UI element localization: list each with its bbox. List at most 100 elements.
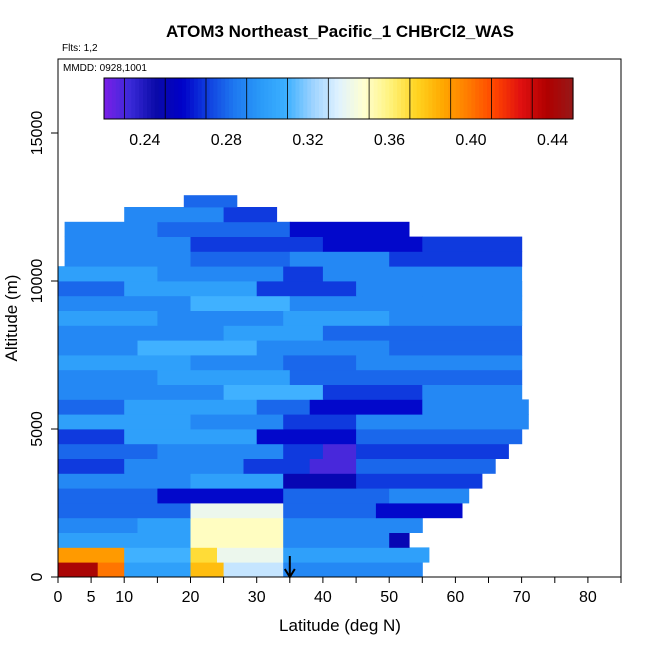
colorbar-tick-label: 0.32 bbox=[292, 132, 323, 149]
colorbar-swatch bbox=[487, 78, 492, 119]
colorbar-swatch bbox=[483, 78, 488, 119]
heatmap-cell bbox=[190, 503, 284, 519]
x-tick-label: 20 bbox=[182, 589, 200, 606]
heatmap-cell bbox=[124, 281, 258, 297]
x-tick-label: 10 bbox=[115, 589, 133, 606]
heatmap-cell bbox=[389, 310, 523, 326]
heatmap-cell bbox=[137, 340, 258, 356]
colorbar-swatch bbox=[397, 78, 402, 119]
heatmap-cell bbox=[422, 295, 523, 311]
heatmap-cell bbox=[283, 488, 390, 504]
heatmap-cell bbox=[356, 458, 496, 474]
heatmap-cell bbox=[283, 503, 377, 519]
colorbar-swatch bbox=[150, 78, 156, 119]
heatmap-cell bbox=[58, 340, 138, 356]
x-axis: 0 5 10 20 30 40 50 60 70 80 bbox=[54, 577, 622, 606]
heatmap-cell bbox=[389, 340, 523, 356]
heatmap-cell bbox=[58, 473, 191, 489]
colorbar-swatch bbox=[232, 78, 238, 119]
colorbar-swatch bbox=[146, 78, 152, 119]
x-tick-label: 40 bbox=[314, 589, 332, 606]
heatmap-cell bbox=[157, 221, 291, 237]
colorbar-swatch bbox=[447, 78, 453, 119]
colorbar-swatch bbox=[248, 78, 254, 119]
colorbar-swatch bbox=[381, 78, 386, 119]
colorbar-swatch bbox=[174, 78, 179, 119]
heatmap-cell bbox=[322, 443, 357, 459]
colorbar-swatch bbox=[389, 78, 394, 119]
heatmap-cell bbox=[58, 532, 191, 548]
heatmap-cell bbox=[283, 355, 357, 371]
colorbar-swatch bbox=[260, 78, 265, 119]
heatmap-cell bbox=[283, 266, 324, 282]
heatmap-cell bbox=[223, 325, 324, 341]
colorbar-swatch bbox=[213, 78, 218, 119]
colorbar-swatch bbox=[455, 78, 461, 119]
heatmap-cell bbox=[58, 281, 125, 297]
colorbar-swatch bbox=[522, 78, 527, 119]
colorbar-swatch bbox=[225, 78, 230, 119]
colorbar-swatch bbox=[424, 78, 429, 119]
colorbar-swatch bbox=[318, 78, 324, 119]
colorbar-swatch bbox=[365, 78, 371, 119]
colorbar-swatch bbox=[440, 78, 445, 119]
x-tick-label: 50 bbox=[380, 589, 398, 606]
x-tick-label: 60 bbox=[447, 589, 465, 606]
heatmap-cell bbox=[283, 443, 324, 459]
colorbar-swatch bbox=[475, 78, 480, 119]
heatmap-cell bbox=[190, 547, 218, 563]
colorbar-swatch bbox=[498, 78, 504, 119]
colorbar-swatch bbox=[115, 78, 121, 119]
colorbar-swatch bbox=[561, 78, 566, 119]
colorbar-swatch bbox=[193, 78, 199, 119]
heatmap-cell bbox=[157, 443, 284, 459]
colorbar-swatch bbox=[275, 78, 281, 119]
colorbar-swatch bbox=[264, 78, 269, 119]
heatmap-cell bbox=[389, 251, 523, 267]
heatmap-cell bbox=[309, 458, 357, 474]
heatmap-cell bbox=[289, 295, 423, 311]
colorbar-swatch bbox=[135, 78, 140, 119]
heatmap-cell bbox=[283, 547, 430, 563]
colorbar-swatch bbox=[553, 78, 558, 119]
heatmap-cell bbox=[283, 517, 423, 533]
dates-annotation: MMDD: 0928,1001 bbox=[63, 63, 147, 74]
colorbar-tick-label: 0.36 bbox=[374, 132, 405, 149]
colorbar-swatch bbox=[420, 78, 426, 119]
colorbar-swatch bbox=[221, 78, 226, 119]
colorbar-swatch bbox=[201, 78, 207, 119]
y-tick-label: 0 bbox=[29, 572, 46, 581]
colorbar-swatch bbox=[139, 78, 144, 119]
heatmap-cell bbox=[356, 429, 523, 445]
heatmap-cell bbox=[58, 443, 158, 459]
heatmap-cell bbox=[289, 221, 410, 237]
colorbar-swatch bbox=[502, 78, 508, 119]
heatmap-cell bbox=[322, 266, 523, 282]
colorbar-swatch bbox=[408, 78, 414, 119]
heatmap-cell bbox=[223, 562, 284, 578]
heatmap-cell bbox=[356, 281, 523, 297]
heatmap-cell bbox=[389, 369, 523, 385]
colorbar-swatch bbox=[471, 78, 476, 119]
colorbar-swatch bbox=[205, 78, 211, 119]
y-axis: 0 5000 10000 15000 bbox=[29, 111, 58, 581]
heatmap-cell bbox=[283, 414, 357, 430]
colorbar-tick-label: 0.24 bbox=[129, 132, 160, 149]
colorbar-swatch bbox=[549, 78, 555, 119]
heatmap-cell bbox=[217, 547, 284, 563]
colorbar-swatch bbox=[229, 78, 234, 119]
y-tick-label: 15000 bbox=[29, 111, 46, 156]
colorbar-swatch bbox=[557, 78, 562, 119]
heatmap-cell bbox=[124, 562, 191, 578]
colorbar-swatch bbox=[330, 78, 336, 119]
colorbar-swatch bbox=[518, 78, 523, 119]
heatmap-cell bbox=[190, 251, 291, 267]
colorbar-tick-label: 0.28 bbox=[211, 132, 242, 149]
colorbar-swatch bbox=[279, 78, 285, 119]
colorbar-swatch bbox=[178, 78, 183, 119]
x-tick-label: 70 bbox=[513, 589, 531, 606]
heatmap-cell bbox=[375, 503, 463, 519]
x-tick-label: 0 bbox=[54, 589, 63, 606]
heatmap-cell bbox=[356, 414, 529, 430]
colorbar-swatch bbox=[338, 78, 344, 119]
